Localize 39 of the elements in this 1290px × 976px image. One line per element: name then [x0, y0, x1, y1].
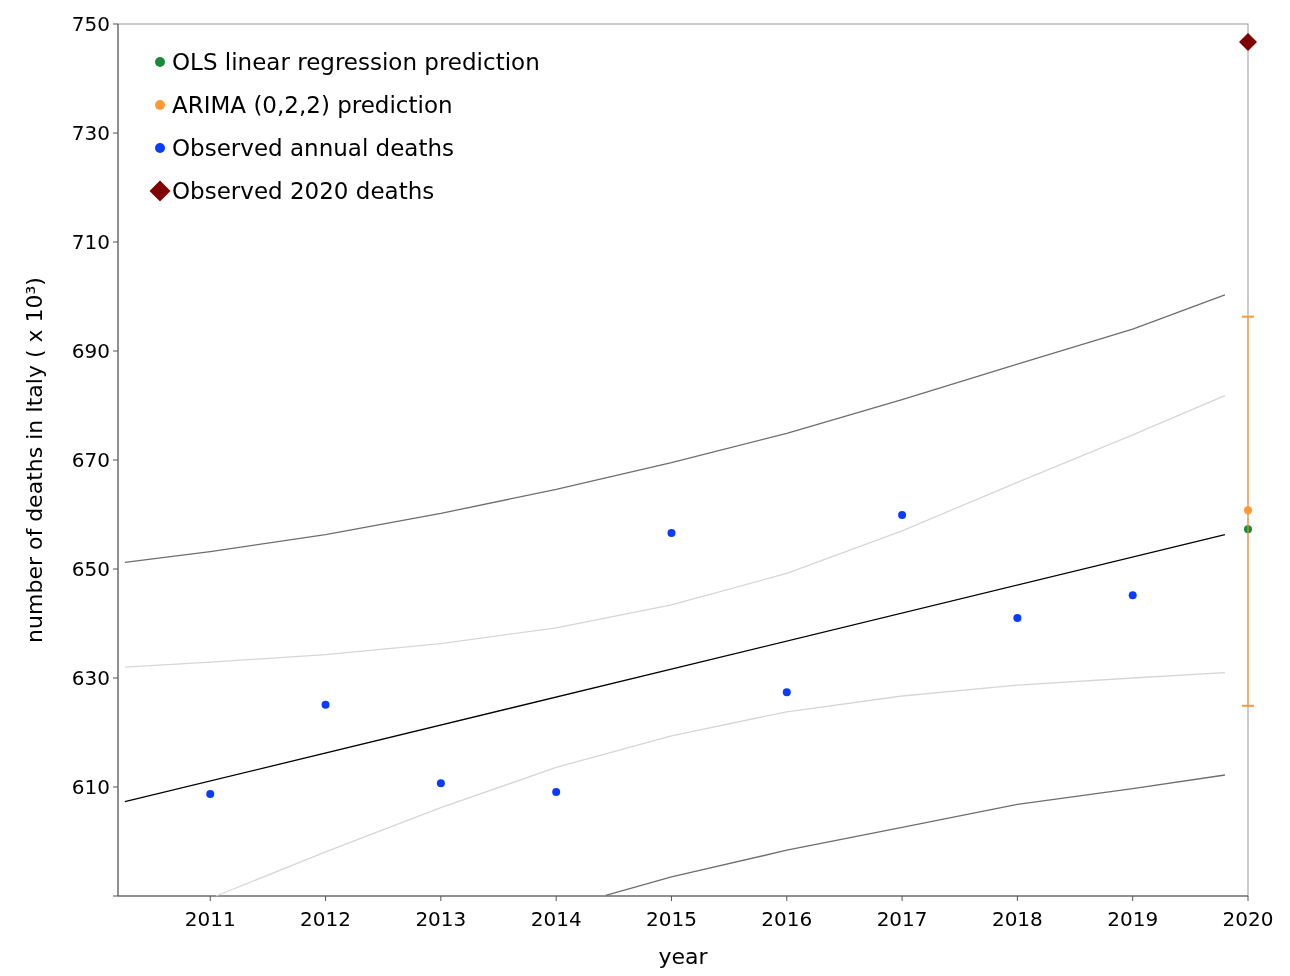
point: [321, 700, 330, 709]
x-tick-label: 2017: [876, 907, 928, 931]
line-series: [124, 395, 1226, 668]
legend-label: Observed annual deaths: [172, 135, 455, 162]
y-tick-label: 610: [71, 775, 110, 799]
legend-label: ARIMA (0,2,2) prediction: [172, 92, 453, 119]
x-tick-label: 2019: [1107, 907, 1159, 931]
x-tick-label: 2016: [761, 907, 813, 931]
x-tick-label: 2015: [646, 907, 697, 931]
y-axis-title: number of deaths in Italy ( x 10³): [22, 277, 47, 643]
x-tick-label: 2012: [300, 907, 351, 931]
point: [552, 787, 561, 796]
point: [206, 790, 215, 799]
y-tick-label: 710: [71, 230, 110, 254]
legend-label: Observed 2020 deaths: [172, 178, 435, 205]
x-tick-label: 2011: [184, 907, 236, 931]
point: [1239, 32, 1257, 51]
point: [667, 529, 676, 538]
point: [782, 688, 791, 697]
x-axis-title: year: [658, 944, 709, 969]
line-series: [605, 774, 1226, 897]
line-series: [215, 671, 1226, 897]
x-tick-label: 2013: [415, 907, 467, 931]
y-tick-label: 750: [71, 12, 110, 36]
y-tick-label: 670: [71, 448, 110, 472]
line-series: [124, 294, 1226, 564]
y-tick-label: 730: [71, 121, 110, 145]
x-tick-label: 2018: [991, 907, 1043, 931]
y-tick-label: 690: [71, 339, 110, 363]
point: [436, 779, 445, 788]
y-tick-label: 650: [71, 557, 110, 581]
x-tick-label: 2020: [1222, 907, 1274, 931]
point: [898, 511, 907, 520]
point: [1013, 614, 1022, 623]
x-tick-label: 2014: [530, 907, 582, 931]
y-tick-label: 630: [71, 666, 110, 690]
point: [1244, 506, 1252, 515]
legend-label: OLS linear regression prediction: [172, 49, 540, 76]
point: [1128, 591, 1137, 600]
